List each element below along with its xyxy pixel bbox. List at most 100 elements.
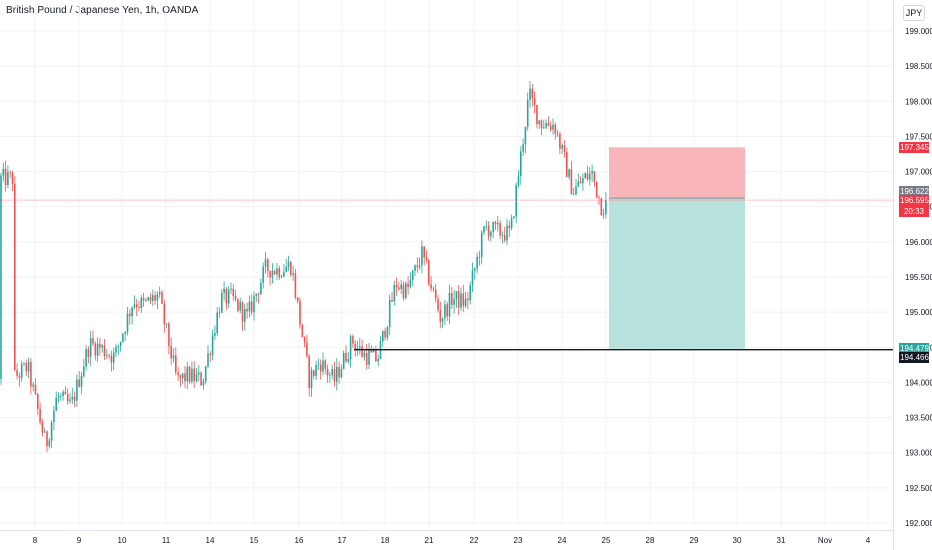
candle-body [299, 301, 301, 325]
x-tick-label: 22 [470, 536, 479, 545]
candle-body [237, 298, 239, 311]
position-zones[interactable] [609, 147, 745, 349]
last-price-tag: 196.595 20:33 [899, 195, 929, 218]
candle-body [444, 304, 446, 319]
candle-body [497, 223, 499, 225]
candle-body [154, 295, 156, 301]
candle-body [11, 172, 14, 184]
candle-body [561, 144, 563, 149]
candle-body [66, 394, 69, 402]
candle-body [186, 366, 189, 382]
candle-body [556, 134, 559, 135]
candle-body [209, 353, 212, 355]
candle-body [112, 352, 115, 363]
candle-body [386, 327, 389, 338]
candle-body [538, 120, 540, 125]
candle-body [506, 225, 508, 241]
candle-body [278, 268, 281, 278]
currency-selector[interactable]: JPY [903, 5, 925, 21]
candle-body [122, 333, 124, 342]
candle-body [501, 235, 504, 236]
candle-body [204, 366, 207, 382]
candle-body [46, 431, 48, 447]
candle-body [216, 312, 218, 334]
x-tick-label: 10 [118, 536, 127, 545]
candle-body [347, 358, 350, 362]
candle-body [549, 125, 552, 130]
candle-body [9, 172, 11, 173]
candle-body [103, 345, 106, 356]
take-profit-zone[interactable] [609, 198, 745, 349]
candle-body [494, 221, 497, 225]
candle-body [503, 235, 506, 241]
x-tick-label: 11 [162, 536, 171, 545]
candle-body [260, 282, 262, 295]
candle-body [336, 366, 338, 382]
candle-body [85, 349, 87, 367]
candle-body [319, 364, 322, 372]
candle-body [441, 318, 444, 322]
candle-body [333, 369, 336, 382]
y-tick-label: 193.500 [905, 414, 932, 423]
x-axis[interactable]: 8 9 10 11 14 15 16 17 18 21 22 23 24 25 28 29 30 31 Nov 4 [0, 530, 893, 546]
candle-body [402, 284, 405, 298]
candle-body [342, 352, 345, 369]
candle-body [165, 323, 168, 325]
candle-body [23, 363, 25, 365]
horizontal-line-price-tag: 194.466 [899, 351, 929, 363]
candles [0, 81, 607, 453]
candle-body [303, 337, 306, 343]
candle-body [301, 324, 304, 338]
candle-body [566, 152, 568, 177]
candle-body [7, 172, 9, 186]
candle-body [223, 288, 225, 294]
candle-body [262, 266, 264, 283]
x-tick-label: 18 [381, 536, 390, 545]
candle-body [400, 284, 402, 290]
x-tick-label: 15 [250, 536, 259, 545]
candle-body [287, 261, 290, 268]
candle-body [163, 303, 166, 325]
candle-body [83, 366, 85, 376]
grid-lines [0, 0, 893, 530]
candle-body [211, 335, 214, 355]
candle-body [108, 355, 110, 357]
candle-body [179, 375, 182, 379]
candle-body [382, 330, 384, 342]
candle-body [62, 391, 64, 396]
candle-body [418, 265, 421, 268]
candle-body [271, 270, 274, 278]
candle-body [4, 168, 7, 186]
candle-body [64, 391, 67, 395]
candle-body [393, 284, 396, 302]
candle-body [462, 293, 465, 307]
y-axis[interactable]: 199.000 198.500 198.000 197.500 197.000 196.5… [893, 0, 932, 550]
candle-body [407, 283, 409, 288]
candle-body [285, 267, 287, 272]
candle-body [545, 122, 547, 128]
candle-body [356, 347, 359, 351]
candle-body [55, 397, 57, 411]
candle-body [579, 181, 582, 184]
candle-body [352, 336, 354, 344]
candle-body [30, 361, 32, 387]
candle-body [345, 352, 347, 362]
candle-body [296, 297, 299, 302]
candle-body [306, 342, 308, 357]
candle-body [425, 257, 428, 261]
stop-loss-zone[interactable] [609, 147, 745, 199]
candle-body [149, 296, 152, 301]
candle-body [110, 355, 113, 363]
candle-body [142, 297, 145, 301]
candle-body [434, 289, 437, 299]
candle-body [250, 301, 253, 313]
x-tick-label: 8 [33, 536, 38, 545]
candle-body [76, 379, 78, 401]
stop-loss-price-tag: 197.345 [899, 141, 929, 153]
candle-body [273, 270, 276, 275]
candle-body [315, 365, 317, 376]
candle-body [467, 298, 469, 301]
candle-body [480, 232, 483, 258]
candle-body [460, 293, 462, 308]
